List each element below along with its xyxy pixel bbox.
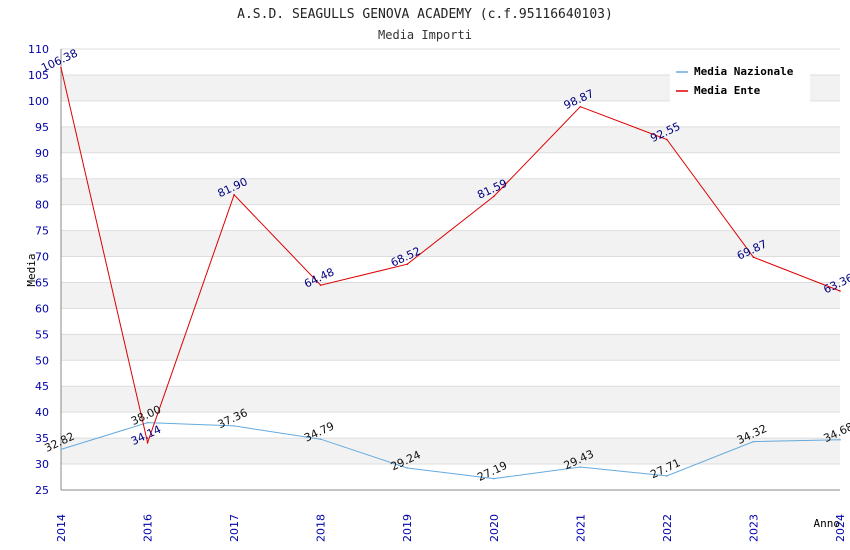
data-point	[579, 105, 582, 108]
grid-band	[61, 178, 840, 205]
y-tick-label: 100	[28, 95, 49, 108]
data-point	[839, 438, 841, 441]
grid-bands	[61, 74, 840, 465]
data-point	[752, 440, 755, 443]
series-line-media-nazionale	[60, 422, 841, 480]
data-point	[146, 421, 149, 424]
grid-band	[61, 334, 840, 361]
x-tick-label: 2022	[661, 514, 674, 542]
y-tick-label: 50	[35, 354, 49, 367]
legend-label-media-ente: Media Ente	[694, 84, 761, 97]
x-axis-label: Anno	[814, 517, 841, 530]
y-tick-label: 110	[28, 43, 49, 56]
data-point	[579, 466, 582, 468]
y-tick-label: 80	[35, 199, 49, 212]
axes	[60, 49, 840, 491]
data-point	[60, 66, 62, 69]
series-lines	[60, 66, 841, 480]
x-tick-label: 2018	[315, 514, 328, 542]
grid-band	[61, 438, 840, 465]
chart-title: A.S.D. SEAGULLS GENOVA ACADEMY (c.f.9511…	[237, 7, 613, 22]
y-tick-label: 105	[28, 69, 49, 82]
data-point	[666, 138, 668, 141]
data-point	[666, 475, 668, 477]
y-tick-label: 45	[35, 380, 49, 393]
series-line-media-ente	[60, 67, 841, 445]
legend-box	[670, 60, 810, 102]
grid-band	[61, 386, 840, 413]
y-tick-label: 60	[35, 302, 49, 315]
grid-band	[61, 230, 840, 257]
x-tick-label: 2014	[55, 514, 68, 542]
y-axis-label: Media	[25, 253, 38, 286]
x-tick-label: 2024	[834, 514, 847, 542]
data-point	[406, 467, 409, 469]
data-point	[492, 195, 495, 198]
data-point	[839, 290, 841, 292]
y-tick-label: 30	[35, 458, 49, 471]
x-tick-label: 2021	[574, 514, 587, 542]
y-tick-label: 95	[35, 121, 49, 134]
chart-subtitle: Media Importi	[378, 28, 472, 42]
data-point	[60, 448, 62, 451]
x-tick-labels: 2014 2016 2017 2018 2019 2020 2021 2022 2023 2024	[55, 514, 847, 542]
data-point	[146, 441, 149, 444]
y-tick-label: 35	[35, 432, 49, 445]
x-tick-label: 2017	[228, 514, 241, 542]
grid-band	[61, 126, 840, 153]
y-tick-label: 70	[35, 251, 49, 264]
grid-band	[61, 282, 840, 309]
y-tick-label: 90	[35, 147, 49, 160]
y-tick-label: 40	[35, 406, 49, 419]
data-point	[752, 256, 755, 259]
x-tick-label: 2020	[488, 514, 501, 542]
data-point	[233, 425, 235, 427]
legend: Media Nazionale Media Ente	[670, 60, 810, 102]
x-tick-label: 2016	[142, 514, 155, 542]
data-point	[406, 263, 409, 266]
x-tick-label: 2023	[747, 514, 760, 542]
y-tick-label: 25	[35, 484, 49, 497]
y-tick-label: 75	[35, 225, 49, 238]
data-point	[319, 284, 322, 286]
data-point	[319, 438, 322, 441]
data-point	[492, 477, 495, 480]
legend-label-media-nazionale: Media Nazionale	[694, 65, 794, 78]
y-tick-label: 85	[35, 173, 49, 186]
y-tick-labels: 25 30 35 40 45 50 55 60 65 70 75 80 85 90 95 100 105 110	[28, 43, 49, 497]
y-tick-label: 65	[35, 276, 49, 289]
x-tick-label: 2019	[401, 514, 414, 542]
y-tick-label: 55	[35, 328, 49, 341]
data-point	[233, 193, 235, 196]
